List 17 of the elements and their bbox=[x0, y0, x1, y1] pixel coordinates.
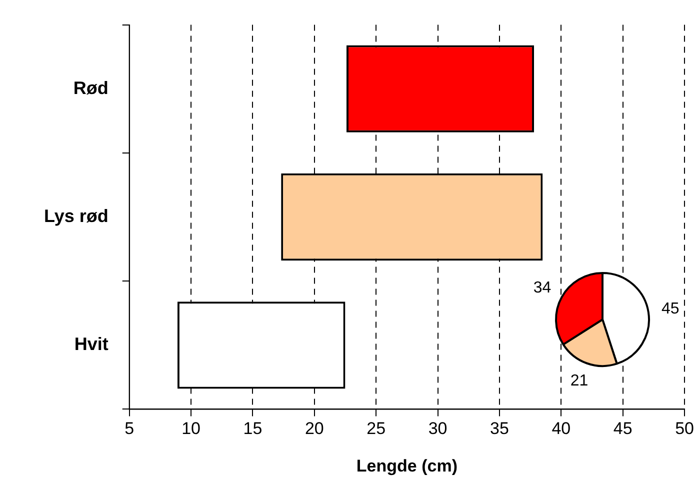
x-tick-label: 45 bbox=[613, 419, 632, 438]
data-label: 45 bbox=[662, 300, 680, 318]
x-tick-label: 25 bbox=[366, 419, 386, 438]
y-tick-label: Lys rød bbox=[44, 206, 108, 226]
x-tick-label: 50 bbox=[675, 419, 694, 438]
y-tick-label: Rød bbox=[73, 78, 108, 98]
y-tick-label: Hvit bbox=[74, 334, 108, 354]
data-label: 34 bbox=[533, 279, 552, 296]
x-tick-label: 5 bbox=[124, 419, 134, 438]
x-axis-title: Lengde (cm) bbox=[356, 456, 458, 476]
x-tick-label: 20 bbox=[304, 419, 324, 438]
x-tick-label: 40 bbox=[552, 419, 571, 438]
x-tick-label: 35 bbox=[490, 419, 509, 438]
x-tick-label: 15 bbox=[243, 419, 262, 438]
data-label: 21 bbox=[570, 372, 588, 390]
x-tick-label: 10 bbox=[182, 419, 200, 438]
x-tick-label: 30 bbox=[428, 419, 448, 438]
